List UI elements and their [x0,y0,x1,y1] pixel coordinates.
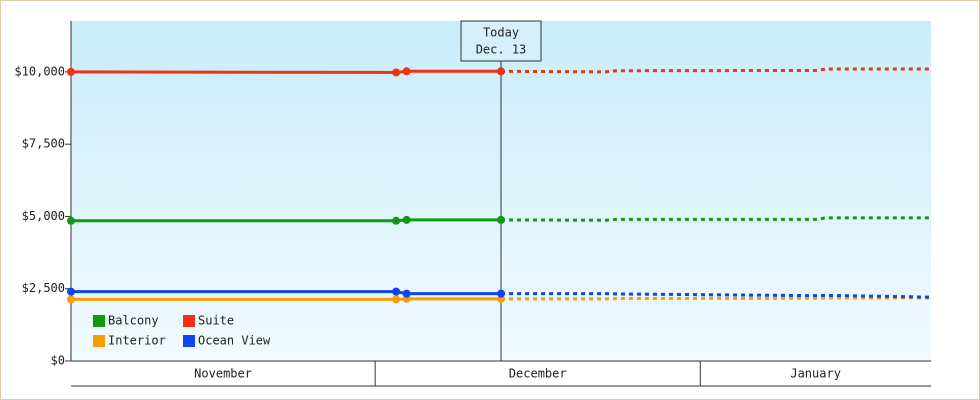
y-tick-label: $5,000 [22,209,65,223]
x-category-label: November [194,367,252,381]
legend-swatch [93,315,105,327]
price-point [67,216,75,225]
y-tick-label: $7,500 [22,137,65,151]
legend-label: Suite [198,314,234,328]
price-point [402,215,411,224]
x-category-label: December [509,367,567,381]
price-point [392,68,401,77]
price-line [71,290,501,296]
y-tick-label: $10,000 [14,64,65,78]
today-box [460,20,542,62]
x-category-label: January [790,367,841,381]
price-point [67,67,75,76]
y-tick-label: $2,500 [22,281,65,295]
legend-label: Ocean View [198,334,271,348]
legend-label: Balcony [108,314,159,328]
legend-swatch [183,335,195,347]
price-line [70,69,501,74]
price-point [402,67,411,76]
legend-swatch [183,315,195,327]
price-line [71,297,501,301]
today-label: Today [483,26,519,40]
y-tick-label: $0 [51,354,65,368]
price-point [67,287,75,296]
legend-label: Interior [108,334,166,348]
legend-swatch [93,335,105,347]
price-point [392,287,401,296]
price-point [392,295,401,304]
today-date: Dec. 13 [476,43,527,57]
price-point [67,295,75,304]
price-line [71,218,501,223]
price-point [392,216,401,225]
price-point [402,289,411,298]
